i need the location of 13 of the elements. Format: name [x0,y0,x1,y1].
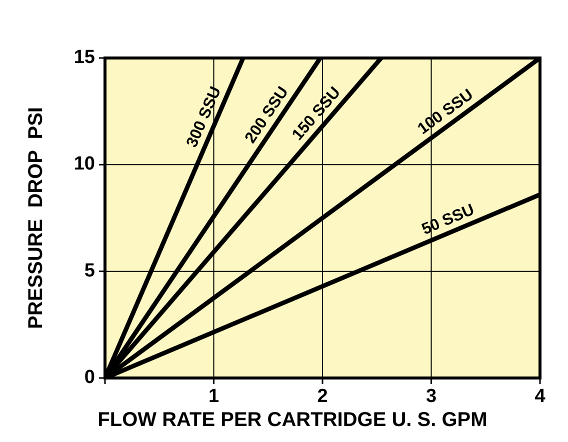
text: 100 SSU [414,86,477,138]
x-tick-label: 1 [208,386,220,407]
y-tick-label: 15 [74,47,96,68]
text: 50 SSU [420,201,477,238]
y-tick-label: 0 [84,367,95,388]
y-tick-label: 10 [74,154,95,175]
y-axis-title: PRESSURE DROP PSI [25,107,47,329]
x-tick-label: 4 [534,386,546,407]
x-tick-label: 2 [317,386,328,407]
y-tick-label: 5 [84,260,96,282]
text: 300 SSU [184,84,225,150]
x-axis-title: FLOW RATE PER CARTRIDGE U. S. GPM [98,409,488,431]
x-tick-label: 3 [426,386,437,407]
